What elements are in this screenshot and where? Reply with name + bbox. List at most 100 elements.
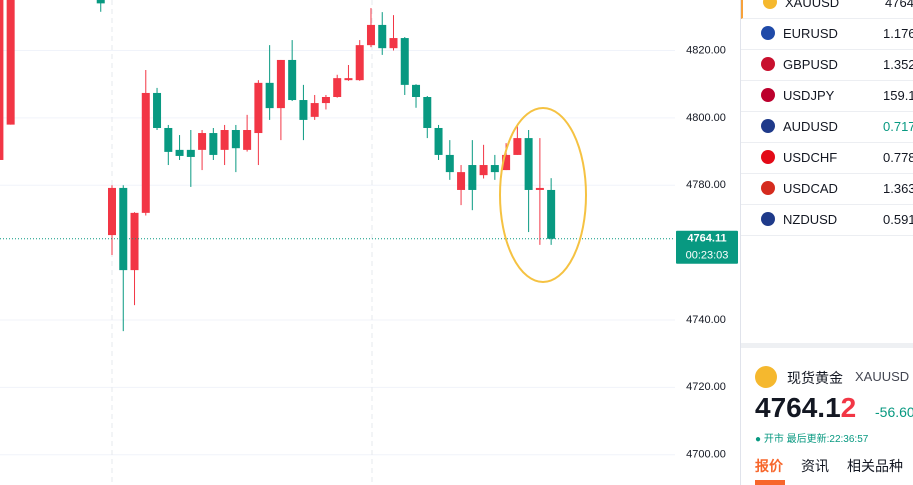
candle-body	[198, 133, 207, 150]
candle-body	[254, 82, 263, 134]
candle-body	[153, 92, 162, 128]
quote-name: 现货黄金	[787, 370, 843, 386]
candle-body	[355, 45, 364, 81]
candle-body	[119, 187, 128, 271]
highlight-ellipse	[499, 107, 587, 283]
candle-body	[412, 84, 421, 97]
candle-body	[524, 138, 533, 190]
candles	[0, 0, 675, 332]
price: 159.1	[883, 88, 913, 103]
price-label-box	[676, 230, 738, 264]
candle-body	[243, 130, 252, 150]
flag-icon	[761, 26, 775, 40]
candle-body	[321, 97, 330, 104]
grid	[0, 50, 675, 456]
candle-body	[310, 103, 319, 117]
candle-body	[108, 187, 116, 236]
symbol: XAUUSD	[785, 0, 840, 10]
price-axis: 4700.00 4720.00 4740.00 4780.00 4800.00 4820.…	[676, 44, 738, 461]
flag-icon	[761, 150, 775, 164]
flag-icon	[761, 212, 775, 226]
candle-body	[502, 154, 511, 171]
candle-body	[299, 100, 308, 120]
candle-body	[175, 149, 184, 156]
quote-symbol: XAUUSD	[855, 369, 910, 384]
candle-body	[130, 212, 139, 271]
watchlist-row[interactable]: XAUUSD 4764	[741, 0, 913, 19]
tab[interactable]: 报价	[755, 458, 783, 474]
tab-indicator	[755, 480, 785, 485]
price-tail: 2	[840, 392, 857, 423]
flag-icon	[761, 88, 775, 102]
candle-body	[535, 187, 544, 190]
candle-body	[434, 127, 443, 155]
symbol: EURUSD	[783, 26, 838, 41]
tab[interactable]: 资讯	[801, 458, 829, 474]
candle-body	[445, 154, 454, 173]
price: 4764	[885, 0, 913, 10]
candle-body	[344, 78, 353, 81]
y-tick-label: 4780.00	[686, 179, 726, 191]
side-panel: XAUUSD 4764 EURUSD 1.176 GBPUSD 1.352 USDJPY 15…	[740, 0, 913, 485]
watchlist-row[interactable]: EURUSD 1.176	[741, 18, 913, 50]
watchlist-row[interactable]: USDJPY 159.1	[741, 80, 913, 112]
watchlist-row[interactable]: USDCHF 0.778	[741, 142, 913, 174]
y-tick-label: 4700.00	[686, 449, 726, 461]
symbol: GBPUSD	[783, 57, 838, 72]
flag-icon	[761, 57, 775, 71]
watchlist-row[interactable]: GBPUSD 1.352	[741, 49, 913, 81]
symbol: NZDUSD	[783, 212, 838, 227]
gold-icon	[755, 366, 777, 388]
candle-body	[513, 138, 522, 155]
candle-body	[457, 172, 466, 190]
chart: 4700.00 4720.00 4740.00 4780.00 4800.00 4820.…	[0, 0, 738, 485]
price: 0.778	[883, 150, 913, 165]
candle-body	[479, 165, 488, 176]
candle-body	[276, 59, 285, 109]
candle-body	[265, 82, 274, 109]
symbol: AUDUSD	[783, 119, 838, 134]
candle-body	[389, 38, 398, 49]
watchlist-row[interactable]: NZDUSD 0.591	[741, 204, 913, 236]
updated-time: 最后更新:22:36:57	[786, 434, 869, 445]
symbol: USDCHF	[783, 150, 838, 165]
price: 1.363	[883, 181, 913, 196]
quote-status: ● 开市 最后更新:22:36:57	[755, 434, 869, 445]
flag-icon	[763, 0, 777, 9]
candle-body	[490, 165, 499, 173]
price: 1.352	[883, 57, 913, 72]
y-tick-label: 4820.00	[686, 44, 726, 56]
candle-body	[209, 133, 218, 155]
tab[interactable]: 相关品种	[847, 458, 903, 474]
countdown-label: 00:23:03	[686, 250, 729, 262]
price: 0.717	[883, 119, 913, 134]
y-tick-label: 4740.00	[686, 314, 726, 326]
candle-body	[366, 24, 375, 46]
quote-change: -56.60	[875, 404, 913, 420]
divider	[741, 343, 913, 348]
candle-body	[6, 0, 15, 125]
candle-body	[0, 0, 4, 160]
price: 1.176	[883, 26, 913, 41]
candle-body	[468, 165, 477, 190]
market-status: 开市	[763, 434, 784, 445]
last-price-label: 4764.11	[687, 233, 726, 245]
price: 0.591	[883, 212, 913, 227]
candle-body	[220, 130, 229, 150]
symbol: USDJPY	[783, 88, 835, 103]
flag-icon	[761, 181, 775, 195]
quote-price: 4764.12	[755, 392, 857, 423]
candle-body	[186, 149, 195, 157]
watchlist-row[interactable]: AUDUSD 0.717	[741, 111, 913, 143]
y-tick-label: 4720.00	[686, 381, 726, 393]
candle-body	[400, 38, 409, 85]
candle-body	[141, 92, 150, 213]
candle-body	[164, 127, 173, 152]
watchlist-row[interactable]: USDCAD 1.363	[741, 173, 913, 205]
candle-body	[288, 59, 297, 101]
flag-icon	[761, 119, 775, 133]
candle-body	[378, 24, 387, 49]
candle-body	[96, 0, 105, 4]
candle-body	[231, 130, 240, 149]
